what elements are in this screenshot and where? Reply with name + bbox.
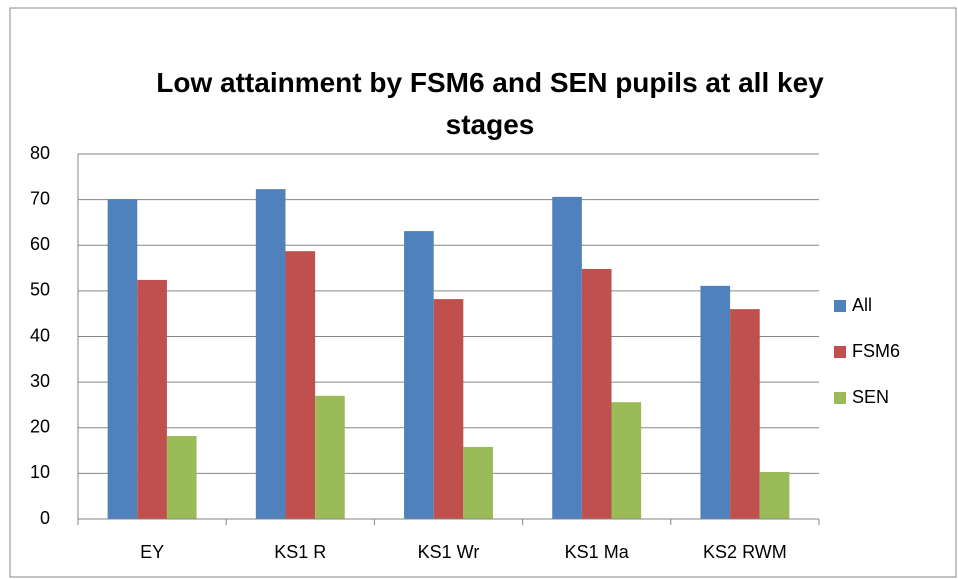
x-tick-label: KS1 Wr <box>418 542 480 562</box>
bar <box>700 285 731 519</box>
legend-label: FSM6 <box>852 341 900 361</box>
bar <box>404 231 434 519</box>
bar <box>463 446 493 519</box>
legend-swatch <box>834 300 846 312</box>
legend-swatch <box>834 392 846 404</box>
bar <box>552 196 582 519</box>
y-tick-label: 10 <box>30 462 50 482</box>
bar <box>730 309 760 519</box>
y-tick-label: 50 <box>30 280 50 300</box>
bar <box>137 279 167 519</box>
x-tick-label: KS1 R <box>274 542 326 562</box>
bar <box>166 435 197 519</box>
bar <box>759 472 790 519</box>
y-tick-label: 30 <box>30 371 50 391</box>
legend-label: All <box>852 295 872 315</box>
y-tick-label: 20 <box>30 417 50 437</box>
bar <box>433 299 464 519</box>
x-tick-label: EY <box>140 542 164 562</box>
bar <box>255 189 286 519</box>
bar <box>611 402 642 519</box>
y-tick-label: 40 <box>30 325 50 345</box>
bar <box>285 251 316 519</box>
y-tick-label: 70 <box>30 188 50 208</box>
y-tick-label: 60 <box>30 234 50 254</box>
x-tick-label: KS2 RWM <box>703 542 787 562</box>
bar <box>581 268 612 519</box>
y-tick-label: 80 <box>30 143 50 163</box>
legend-label: SEN <box>852 387 889 407</box>
chart-title: Low attainment by FSM6 and SEN pupils at… <box>156 67 824 140</box>
x-tick-label: KS1 Ma <box>565 542 630 562</box>
bar <box>107 199 138 519</box>
bar <box>315 395 345 519</box>
y-tick-label: 0 <box>40 508 50 528</box>
legend-swatch <box>834 346 846 358</box>
